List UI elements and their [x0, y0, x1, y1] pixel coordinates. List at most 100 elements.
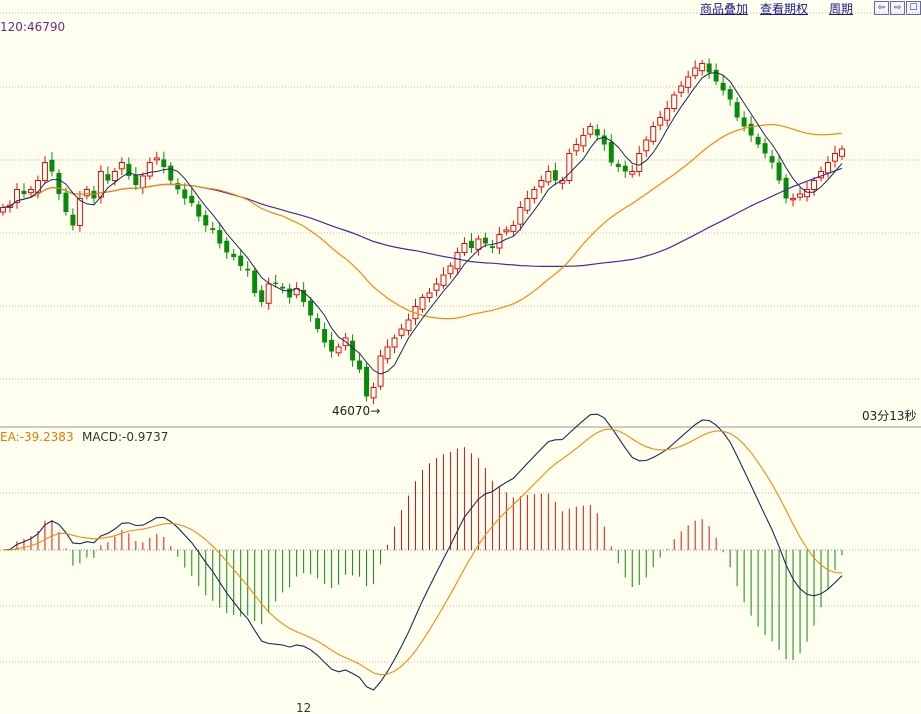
- candle-body: [482, 237, 488, 244]
- period-link[interactable]: 周期: [829, 2, 854, 16]
- candle-body: [664, 108, 671, 121]
- overlay-product-link[interactable]: 商品叠加: [700, 2, 749, 16]
- candle-body: [755, 136, 761, 145]
- arrow-left-icon[interactable]: ⇦: [874, 1, 889, 15]
- candle-body: [524, 198, 531, 211]
- candle-body: [678, 85, 685, 93]
- candle-body: [56, 172, 62, 194]
- countdown-timer: 03分13秒: [862, 409, 917, 423]
- candle-body: [748, 123, 754, 136]
- macd-histogram: [0, 447, 843, 660]
- candle-body: [566, 153, 573, 181]
- candle-body: [364, 366, 370, 397]
- candle-body: [454, 252, 461, 270]
- candle-body: [111, 171, 118, 181]
- candle-body: [350, 340, 356, 361]
- candle-body: [706, 63, 712, 73]
- candle-body: [301, 289, 307, 302]
- candle-body: [329, 339, 335, 352]
- low-price-label: 46070→: [332, 404, 380, 418]
- candle-body: [692, 67, 699, 77]
- candle-body: [308, 300, 314, 316]
- candle-body: [720, 82, 726, 91]
- candle-body: [741, 117, 747, 127]
- candle-body: [133, 174, 139, 185]
- candle-body: [280, 286, 286, 289]
- candle-body: [13, 189, 20, 204]
- candle-body: [510, 225, 517, 232]
- candle-body: [517, 207, 524, 225]
- candle-body: [287, 288, 293, 298]
- candle-body: [433, 283, 440, 291]
- candle-body: [594, 129, 600, 136]
- candle-body: [699, 63, 706, 72]
- candle-body: [126, 163, 132, 176]
- candlesticks: [0, 58, 845, 405]
- candle-body: [273, 282, 279, 284]
- ma-readout: 120:46790: [0, 20, 65, 34]
- candle-body: [825, 162, 832, 174]
- candle-body: [475, 238, 482, 250]
- candle-body: [224, 240, 230, 253]
- candle-body: [161, 159, 167, 167]
- candle-body: [21, 190, 27, 194]
- arrow-right-icon[interactable]: ⇨: [890, 1, 905, 15]
- candle-body: [629, 171, 636, 175]
- candle-body: [238, 255, 244, 266]
- candle-body: [41, 162, 48, 181]
- candle-body: [601, 135, 607, 145]
- candle-body: [398, 328, 405, 336]
- candle-body: [322, 329, 328, 343]
- candle-body: [83, 189, 90, 197]
- candle-body: [783, 177, 789, 199]
- candle-body: [468, 240, 474, 248]
- x-axis-tick: 12: [296, 701, 311, 714]
- grid-lines: [0, 12, 921, 663]
- candle-body: [217, 230, 223, 244]
- candle-body: [804, 189, 811, 198]
- candle-body: [538, 180, 545, 188]
- candle-body: [0, 207, 6, 213]
- candle-body: [210, 228, 216, 230]
- candle-body: [531, 189, 538, 199]
- candle-body: [139, 175, 146, 189]
- candle-body: [489, 246, 495, 248]
- view-options-link[interactable]: 查看期权: [760, 2, 809, 16]
- candle-body: [76, 198, 83, 226]
- candle-body: [203, 215, 209, 226]
- candle-body: [769, 156, 775, 163]
- candle-body: [580, 135, 587, 147]
- candle-body: [713, 69, 719, 82]
- candle-body: [426, 292, 433, 298]
- candle-body: [734, 102, 740, 118]
- candle-body: [63, 192, 69, 212]
- candle-body: [70, 214, 76, 226]
- candle-body: [790, 198, 797, 201]
- candle-body: [461, 243, 468, 253]
- candle-body: [231, 253, 237, 257]
- candle-body: [168, 165, 174, 181]
- candle-body: [650, 126, 657, 142]
- candle-body: [377, 355, 384, 387]
- candle-body: [762, 143, 768, 154]
- candle-body: [832, 153, 839, 162]
- candle-body: [671, 94, 678, 109]
- candle-body: [315, 318, 321, 329]
- candle-body: [657, 117, 664, 126]
- candle-body: [189, 195, 195, 203]
- candle-body: [357, 360, 363, 370]
- candle-body: [196, 204, 202, 217]
- candle-body: [615, 163, 621, 167]
- candle-body: [776, 162, 782, 181]
- candle-body: [146, 162, 153, 177]
- candle-body: [636, 153, 643, 172]
- candle-body: [370, 387, 377, 399]
- candle-body: [153, 157, 160, 161]
- candle-body: [622, 165, 628, 172]
- candle-body: [839, 148, 845, 157]
- candle-body: [608, 141, 614, 163]
- candle-body: [545, 171, 552, 183]
- candle-body: [118, 162, 125, 170]
- candle-body: [384, 346, 391, 360]
